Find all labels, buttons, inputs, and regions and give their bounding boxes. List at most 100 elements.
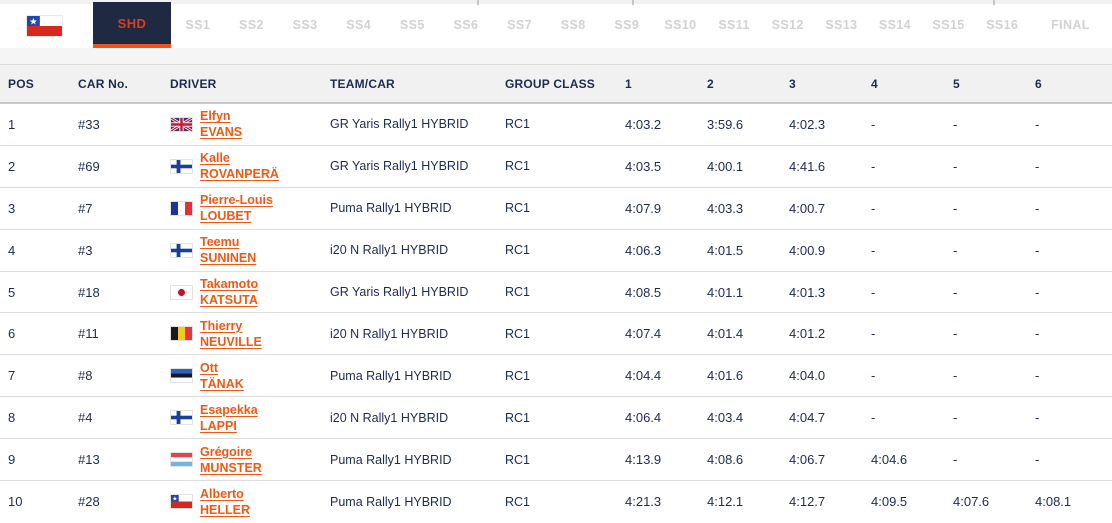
- stage-time-cell: -: [1035, 368, 1040, 384]
- driver-first-name-link[interactable]: Elfyn: [200, 109, 231, 124]
- driver-first-name-link[interactable]: Grégoire: [200, 444, 253, 459]
- stage-time-cell: 4:04.6: [871, 452, 908, 468]
- driver-first-name-link[interactable]: Kalle: [200, 151, 230, 166]
- table-row: 7 #8 Ott TÄNAK Puma Rally1 HYBRID RC1 4:…: [0, 355, 1112, 398]
- driver-first-name-link[interactable]: Pierre-Louis: [200, 193, 273, 208]
- tab-ss13[interactable]: SS13: [825, 18, 858, 32]
- tab-ss8[interactable]: SS8: [560, 18, 586, 32]
- tab-ss4[interactable]: SS4: [346, 18, 372, 32]
- table-row: 6 #11 Thierry NEUVILLE i20 N Rally1 HYBR…: [0, 313, 1112, 356]
- tab-ss2[interactable]: SS2: [239, 18, 264, 32]
- stage-time-cell: 4:08.5: [625, 284, 662, 300]
- stage-time-cell: 4:01.3: [789, 284, 826, 300]
- driver-first-name-link[interactable]: Esapekka: [200, 402, 258, 417]
- tab-ss6[interactable]: SS6: [453, 18, 479, 32]
- flag-fr-icon: [170, 200, 193, 216]
- stage-time-cell: -: [871, 326, 876, 342]
- stage-time-cell: 3:59.6: [707, 116, 744, 132]
- driver-surname-link[interactable]: KATSUTA: [200, 293, 258, 307]
- tab-ss1[interactable]: SS1: [185, 18, 211, 32]
- team-car-cell: Puma Rally1 HYBRID: [330, 201, 452, 216]
- tab-shd[interactable]: SHD: [93, 2, 171, 48]
- stage-time-cell: 4:00.7: [789, 200, 826, 216]
- tab-ss10[interactable]: SS10: [664, 18, 697, 32]
- top-gray-strip: [0, 0, 1112, 4]
- driver-first-name-link[interactable]: Teemu: [200, 235, 240, 250]
- tab-ss12[interactable]: SS12: [771, 18, 804, 32]
- driver-name: Alberto HELLER: [200, 486, 250, 518]
- flag-fi-icon: [170, 158, 193, 174]
- results-table: POS CAR No. DRIVER TEAM/CAR GROUP CLASS 1 2 3 4 5…: [0, 64, 1112, 523]
- driver-name: Esapekka LAPPI: [200, 402, 258, 434]
- position-cell: 4: [8, 242, 16, 258]
- position-cell: 2: [8, 158, 16, 174]
- car-number-cell: #28: [78, 494, 100, 510]
- driver-surname-link[interactable]: TÄNAK: [200, 376, 244, 391]
- stage-time-cell: -: [871, 284, 876, 300]
- stage-time-cell: -: [1035, 452, 1040, 468]
- stage-time-cell: -: [1035, 242, 1040, 258]
- driver-first-name-link[interactable]: Thierry: [200, 318, 243, 333]
- group-class-cell: RC1: [505, 243, 531, 258]
- group-class-cell: RC1: [505, 452, 531, 467]
- tab-ss15[interactable]: SS15: [932, 18, 965, 32]
- stage-time-cell: 4:04.7: [789, 410, 826, 426]
- stage-time-cell: 4:04.4: [625, 368, 662, 384]
- col-header-group-class: GROUP CLASS: [505, 76, 595, 91]
- driver-surname-link[interactable]: LOUBET: [200, 209, 252, 224]
- flag-fi-icon: [170, 410, 193, 426]
- driver-surname-link[interactable]: LAPPI: [200, 418, 237, 433]
- stage-time-cell: 4:04.0: [789, 368, 826, 384]
- tab-ss9[interactable]: SS9: [614, 18, 640, 32]
- stage-time-cell: 4:12.7: [789, 494, 826, 510]
- driver-surname-link[interactable]: NEUVILLE: [200, 334, 262, 349]
- car-number-cell: #11: [78, 326, 99, 342]
- tab-ss3[interactable]: SS3: [292, 18, 318, 32]
- stage-time-cell: -: [1035, 284, 1040, 300]
- tab-group-divider: [993, 0, 995, 5]
- driver-surname-link[interactable]: MUNSTER: [200, 460, 262, 475]
- stage-time-cell: -: [1035, 326, 1040, 342]
- stage-time-cell: 4:01.4: [707, 326, 744, 342]
- tab-ss7[interactable]: SS7: [507, 18, 532, 32]
- position-cell: 5: [8, 284, 16, 300]
- driver-cell: Thierry NEUVILLE: [162, 318, 325, 350]
- stage-time-cell: -: [871, 116, 876, 132]
- driver-cell: Pierre-Louis LOUBET: [162, 192, 325, 224]
- col-header-pos: POS: [8, 76, 34, 91]
- flag-ee-icon: [170, 368, 193, 384]
- table-body: 1 #33 Elfyn EVANS GR Yaris Rally1 HYBRID…: [0, 104, 1112, 523]
- flag-be-icon: [170, 326, 193, 342]
- position-cell: 10: [8, 494, 23, 510]
- tab-ss5[interactable]: SS5: [399, 18, 425, 32]
- stage-time-cell: -: [1035, 158, 1040, 174]
- stage-time-cell: -: [953, 326, 958, 342]
- group-class-cell: RC1: [505, 410, 531, 425]
- stage-tab-bar: SHD SS1 SS2 SS3 SS4 SS5 SS6 SS7 SS8 SS9 SS10 SS11 SS…: [0, 0, 1112, 48]
- position-cell: 9: [8, 452, 16, 468]
- driver-surname-link[interactable]: HELLER: [200, 502, 250, 517]
- position-cell: 3: [8, 200, 16, 216]
- driver-first-name-link[interactable]: Alberto: [200, 486, 244, 501]
- tab-ss16[interactable]: SS16: [986, 18, 1019, 32]
- driver-first-name-link[interactable]: Takamoto: [200, 277, 259, 291]
- driver-surname-link[interactable]: EVANS: [200, 125, 243, 140]
- tab-ss11[interactable]: SS11: [718, 18, 750, 32]
- driver-first-name-link[interactable]: Ott: [200, 360, 219, 375]
- position-cell: 8: [8, 410, 16, 426]
- driver-surname-link[interactable]: ROVANPERÄ: [200, 167, 279, 182]
- tab-final[interactable]: FINAL: [1051, 18, 1090, 32]
- stage-time-cell: 4:06.3: [625, 242, 662, 258]
- table-row: 2 #69 Kalle ROVANPERÄ GR Yaris Rally1 HY…: [0, 145, 1112, 188]
- driver-name: Grégoire MUNSTER: [200, 444, 262, 476]
- car-number-cell: #7: [78, 200, 93, 216]
- tab-ss14[interactable]: SS14: [878, 18, 912, 32]
- stage-time-cell: 4:02.3: [789, 116, 826, 132]
- col-header-driver: DRIVER: [170, 76, 217, 91]
- stage-time-cell: -: [1035, 200, 1040, 216]
- stage-time-cell: 4:07.6: [953, 494, 990, 510]
- col-header-2: 2: [707, 76, 714, 91]
- flag-gb-icon: [170, 116, 193, 132]
- driver-cell: Grégoire MUNSTER: [162, 444, 325, 476]
- driver-surname-link[interactable]: SUNINEN: [200, 251, 257, 266]
